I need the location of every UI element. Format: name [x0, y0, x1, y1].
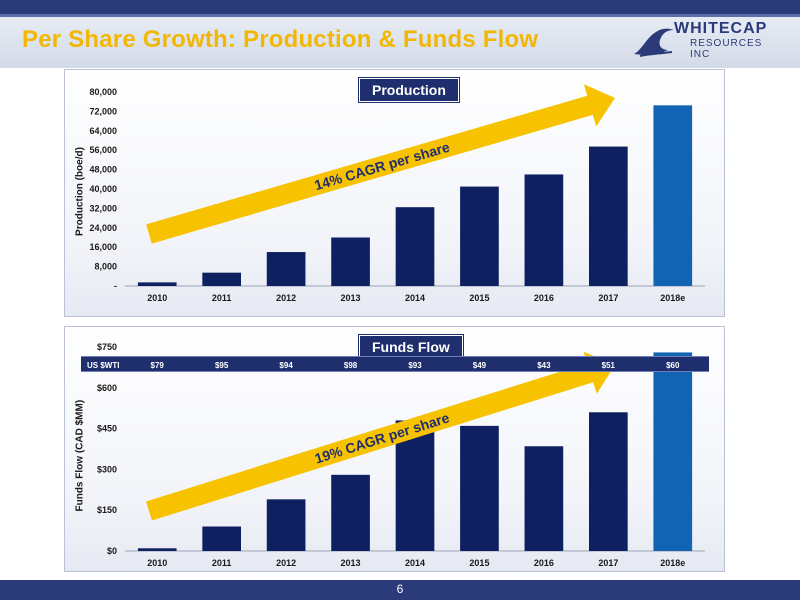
page-number: 6: [396, 582, 404, 596]
funds-flow-bar: [266, 499, 306, 551]
production-x-tick-label: 2014: [405, 293, 425, 303]
funds-flow-bar: [460, 425, 499, 551]
production-y-tick-label: 40,000: [89, 184, 117, 194]
funds-flow-bar: [524, 446, 564, 551]
logo-name: WHITECAP: [674, 20, 768, 37]
wti-price-value: $49: [473, 361, 487, 370]
production-cagr-annotation: 14% CAGR per share: [313, 139, 452, 194]
wti-price-value: $60: [666, 361, 680, 370]
funds-flow-bar: [395, 420, 435, 551]
funds-flow-chart-panel: $0 $150 $300 $450 $600 $750 2010 2011 2012 2013 20…: [64, 326, 725, 572]
wti-price-value: $51: [602, 361, 616, 370]
production-chart-panel: - 8,000 16,000 24,000 32,000 40,000 48,000 56,0…: [64, 69, 725, 317]
wti-price-value: $94: [279, 361, 293, 370]
wti-price-value: $95: [215, 361, 229, 370]
funds-flow-x-tick-label: 2012: [276, 558, 296, 568]
funds-flow-y-tick-label: $600: [97, 383, 117, 393]
funds-flow-x-tick-label: 2017: [598, 558, 618, 568]
funds-flow-y-axis-label: Funds Flow (CAD $MM): [74, 399, 86, 512]
production-y-tick-label: 72,000: [89, 106, 117, 116]
wti-label: US $WTI: [87, 361, 119, 370]
production-x-tick-label: 2018e: [660, 293, 685, 303]
header-stripe: [0, 0, 800, 14]
production-x-tick-label: 2016: [534, 293, 554, 303]
production-bar: [589, 146, 628, 286]
funds-flow-x-tick-label: 2014: [405, 558, 425, 568]
production-bar: [524, 174, 564, 286]
production-x-tick-label: 2013: [341, 293, 361, 303]
production-bar: [653, 105, 693, 287]
production-chart-title: Production: [359, 78, 459, 102]
production-y-tick-label: 80,000: [89, 87, 117, 97]
production-bar: [137, 282, 177, 286]
funds-flow-x-tick-label: 2016: [534, 558, 554, 568]
production-x-tick-label: 2011: [212, 293, 232, 303]
footer-bar: [0, 580, 800, 600]
funds-flow-y-tick-label: $300: [97, 464, 117, 474]
production-chart: - 8,000 16,000 24,000 32,000 40,000 48,000 56,0…: [89, 84, 705, 303]
funds-flow-cagr-arrow-shape: [146, 351, 615, 521]
production-x-tick-label: 2010: [147, 293, 167, 303]
production-y-tick-label: 8,000: [94, 262, 117, 272]
production-y-tick-label: -: [114, 281, 117, 291]
production-x-tick-label: 2017: [598, 293, 618, 303]
funds-flow-bar: [653, 352, 693, 551]
funds-flow-x-tick-label: 2010: [147, 558, 167, 568]
production-x-tick-label: 2015: [469, 293, 489, 303]
funds-flow-bar: [331, 474, 370, 551]
wti-price-band: US $WTI $79 $95 $94 $98 $93 $49 $43 $51 $60: [81, 356, 709, 372]
production-bar: [202, 272, 241, 286]
logo-subtitle: RESOURCES INC: [690, 38, 763, 60]
header-stripe-accent: [0, 14, 800, 17]
wti-price-value: $43: [537, 361, 551, 370]
production-bar: [395, 207, 435, 286]
production-y-tick-label: 16,000: [89, 242, 117, 252]
wave-icon: [634, 28, 674, 57]
production-y-tick-label: 48,000: [89, 165, 117, 175]
wti-price-band-labels: US $WTI $79 $95 $94 $98 $93 $49 $43 $51 $60: [87, 361, 680, 370]
wti-price-value: $79: [151, 361, 165, 370]
production-y-tick-label: 24,000: [89, 223, 117, 233]
funds-flow-chart: $0 $150 $300 $450 $600 $750 2010 2011 2012 2013 20…: [97, 342, 705, 568]
funds-flow-y-tick-label: $450: [97, 424, 117, 434]
production-y-tick-label: 32,000: [89, 203, 117, 213]
company-logo: WHITECAP RESOURCES INC: [632, 18, 782, 62]
funds-flow-y-tick-label: $150: [97, 505, 117, 515]
funds-flow-bar: [589, 412, 628, 551]
production-y-axis-label: Production (boe/d): [74, 147, 86, 236]
funds-flow-x-tick-label: 2018e: [660, 558, 685, 568]
wti-price-value: $93: [408, 361, 422, 370]
production-cagr-arrow-shape: [146, 84, 615, 244]
funds-flow-bar: [137, 548, 177, 551]
production-y-tick-label: 64,000: [89, 126, 117, 136]
funds-flow-y-tick-label: $0: [107, 546, 117, 556]
production-x-tick-label: 2012: [276, 293, 296, 303]
production-bar: [331, 237, 370, 286]
funds-flow-x-tick-label: 2013: [341, 558, 361, 568]
funds-flow-y-tick-label: $750: [97, 342, 117, 352]
funds-flow-bar: [202, 526, 241, 551]
funds-flow-chart-title: Funds Flow: [359, 335, 463, 359]
production-y-tick-label: 56,000: [89, 145, 117, 155]
funds-flow-x-tick-label: 2011: [212, 558, 232, 568]
page-title: Per Share Growth: Production & Funds Flo…: [22, 26, 539, 53]
production-bar: [266, 252, 306, 286]
header-bar: [0, 0, 800, 68]
production-bar: [460, 186, 499, 286]
funds-flow-x-tick-label: 2015: [469, 558, 489, 568]
wti-price-value: $98: [344, 361, 358, 370]
